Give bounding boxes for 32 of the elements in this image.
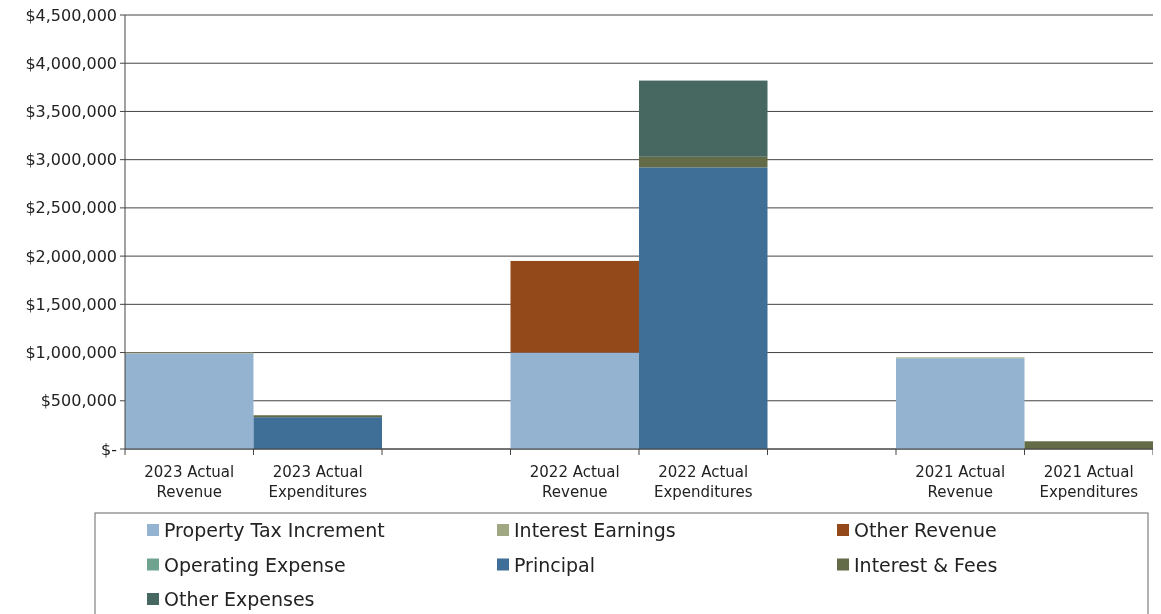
bar xyxy=(639,167,768,449)
bar xyxy=(639,156,768,168)
bar xyxy=(253,417,382,449)
y-tick-label: $4,000,000 xyxy=(25,53,117,73)
y-tick-label: $3,000,000 xyxy=(25,150,117,170)
bar xyxy=(639,80,768,157)
legend-label: Interest Earnings xyxy=(514,519,676,541)
legend-label: Other Expenses xyxy=(164,588,315,610)
bar xyxy=(510,260,639,353)
y-tick-label: $2,000,000 xyxy=(25,246,117,266)
legend-label: Principal xyxy=(514,553,595,576)
legend-label: Other Revenue xyxy=(854,519,997,541)
bar xyxy=(1024,441,1153,449)
x-tick-label: 2022 Actual Expenditures xyxy=(653,463,753,501)
x-tick-label: 2021 Actual Expenditures xyxy=(1039,463,1139,501)
bar xyxy=(510,352,639,449)
bar xyxy=(125,353,254,449)
legend-label: Interest & Fees xyxy=(854,553,998,576)
y-tick-label: $500,000 xyxy=(40,391,117,411)
y-tick-label: $4,500,000 xyxy=(25,5,117,25)
y-tick-label: $3,500,000 xyxy=(25,101,117,121)
y-tick-label: $- xyxy=(101,439,117,459)
bar xyxy=(896,358,1025,449)
legend-label: Operating Expense xyxy=(164,553,346,576)
y-tick-label: $1,500,000 xyxy=(25,294,117,314)
x-tick-label: 2023 Actual Revenue xyxy=(144,463,235,501)
x-tick-label: 2023 Actual Expenditures xyxy=(268,463,368,501)
y-tick-label: $1,000,000 xyxy=(25,343,117,363)
y-tick-label: $2,500,000 xyxy=(25,198,117,218)
x-tick-label: 2021 Actual Revenue xyxy=(915,463,1006,501)
legend-label: Property Tax Increment xyxy=(164,519,385,541)
x-tick-label: 2022 Actual Revenue xyxy=(529,463,620,501)
